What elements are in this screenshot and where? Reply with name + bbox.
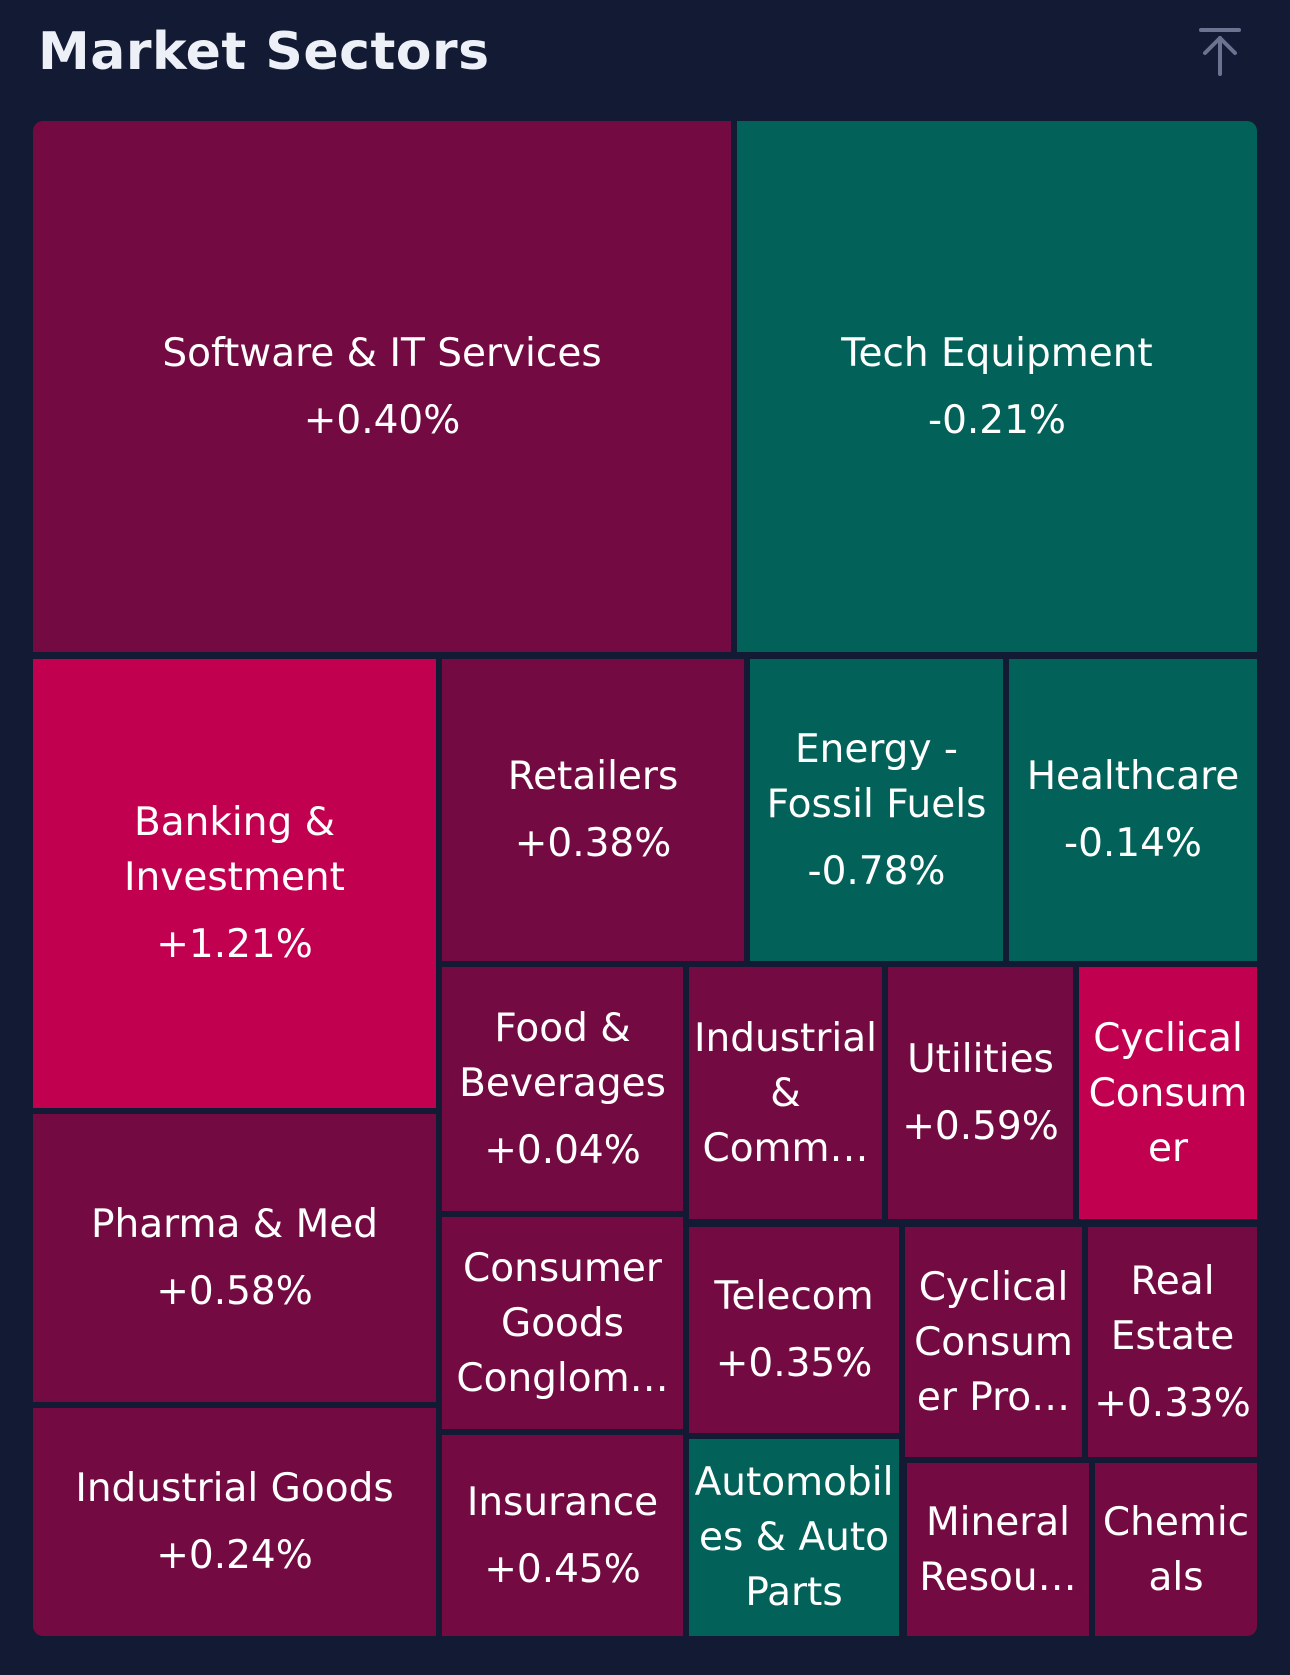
sector-name: Consumer Goods Conglom… xyxy=(456,1245,669,1401)
sector-tile-telecom[interactable]: Telecom +0.35% xyxy=(689,1227,899,1433)
sector-change: -0.21% xyxy=(928,397,1066,443)
sector-name: Cyclical Consum er xyxy=(1088,1015,1248,1171)
sector-tile-insurance[interactable]: Insurance +0.45% xyxy=(442,1435,683,1636)
sector-name: Chemic als xyxy=(1102,1499,1250,1600)
sector-change: +0.35% xyxy=(715,1341,873,1386)
sector-tile-healthcare[interactable]: Healthcare -0.14% xyxy=(1009,659,1257,961)
sector-tile-industrial-goods[interactable]: Industrial Goods +0.24% xyxy=(33,1408,436,1636)
sector-name: Cyclical Consum er Pro… xyxy=(914,1264,1073,1420)
sector-change: +1.21% xyxy=(156,922,313,967)
sector-name: Real Estate xyxy=(1110,1258,1235,1359)
sector-name: Food & Beverages xyxy=(459,1005,666,1106)
sector-tile-consumer-goods-conglom[interactable]: Consumer Goods Conglom… xyxy=(442,1217,683,1429)
sector-name: Energy - Fossil Fuels xyxy=(766,726,987,827)
sector-tile-cyclical-consum-er[interactable]: Cyclical Consum er xyxy=(1079,967,1257,1219)
sector-name: Pharma & Med xyxy=(91,1202,378,1247)
sector-tile-software-it-services[interactable]: Software & IT Services +0.40% xyxy=(33,121,731,652)
sector-name: Software & IT Services xyxy=(162,330,602,376)
sector-name: Tech Equipment xyxy=(841,330,1153,376)
arrow-up-to-line-icon xyxy=(1199,28,1241,76)
sector-name: Banking & Investment xyxy=(124,800,345,900)
sector-tile-retailers[interactable]: Retailers +0.38% xyxy=(442,659,744,961)
sector-tile-automobil-es-auto-parts[interactable]: Automobil es & Auto Parts xyxy=(689,1439,899,1636)
sector-tile-pharma-med[interactable]: Pharma & Med +0.58% xyxy=(33,1114,436,1402)
sector-change: +0.24% xyxy=(156,1533,313,1578)
sector-name: Healthcare xyxy=(1026,754,1240,799)
sector-name: Industrial Goods xyxy=(75,1466,394,1511)
sector-tile-tech-equipment[interactable]: Tech Equipment -0.21% xyxy=(737,121,1257,652)
sector-tile-industrial-comm[interactable]: Industrial & Comm… xyxy=(689,967,882,1219)
sector-tile-real-estate[interactable]: Real Estate +0.33% xyxy=(1088,1227,1257,1457)
page-title: Market Sectors xyxy=(38,22,490,82)
sector-change: +0.58% xyxy=(156,1269,313,1314)
sector-name: Industrial & Comm… xyxy=(694,1015,877,1171)
sector-name: Utilities xyxy=(907,1037,1054,1082)
sector-change: +0.38% xyxy=(514,821,672,866)
sector-tile-banking-investment[interactable]: Banking & Investment +1.21% xyxy=(33,659,436,1108)
sector-tile-energy-fossil-fuels[interactable]: Energy - Fossil Fuels -0.78% xyxy=(750,659,1003,961)
sector-change: +0.45% xyxy=(484,1546,641,1592)
sector-name: Telecom xyxy=(714,1274,874,1319)
sector-change: -0.78% xyxy=(807,848,946,894)
sector-change: +0.40% xyxy=(303,397,461,443)
sector-name: Mineral Resou… xyxy=(919,1499,1077,1600)
sector-tile-utilities[interactable]: Utilities +0.59% xyxy=(888,967,1073,1219)
sector-tile-chemic-als[interactable]: Chemic als xyxy=(1095,1463,1257,1636)
sector-name: Retailers xyxy=(507,754,679,799)
sector-tile-mineral-resou[interactable]: Mineral Resou… xyxy=(907,1463,1089,1636)
sector-change: +0.59% xyxy=(902,1104,1059,1149)
sector-tile-food-beverages[interactable]: Food & Beverages +0.04% xyxy=(442,967,683,1211)
sector-change: +0.04% xyxy=(484,1127,641,1173)
sector-tile-cyclical-consum-er-pro[interactable]: Cyclical Consum er Pro… xyxy=(905,1227,1082,1457)
sector-name: Insurance xyxy=(466,1479,659,1525)
sector-name: Automobil es & Auto Parts xyxy=(694,1460,894,1615)
sector-change: +0.33% xyxy=(1094,1380,1251,1426)
sector-change: -0.14% xyxy=(1064,821,1202,866)
collapse-button[interactable] xyxy=(1195,24,1245,80)
